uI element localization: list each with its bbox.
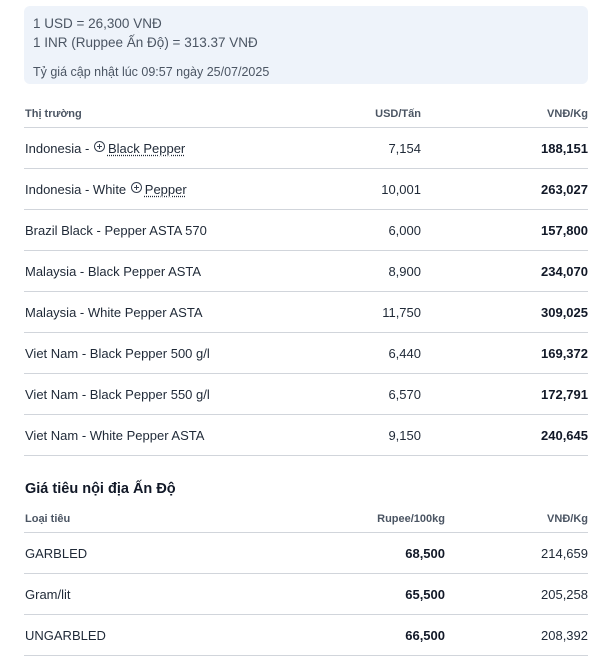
- header-rupee: Rupee/100kg: [324, 505, 445, 533]
- table-row: Gram/lit 65,500 205,258: [24, 573, 588, 615]
- table-row: Viet Nam - Black Pepper 500 g/l 6,440 169,…: [24, 332, 588, 374]
- inr-rate: 1 INR (Ruppee Ấn Độ) = 313.37 VNĐ: [33, 35, 258, 50]
- india-section-title: Giá tiêu nội địa Ấn Độ: [25, 481, 176, 497]
- header-market: Thị trường: [24, 100, 324, 128]
- pepper-type: Gram/lit: [24, 573, 324, 615]
- table-header-row: Thị trường USD/Tấn VNĐ/Kg: [24, 100, 588, 128]
- table-row: Malaysia - White Pepper ASTA 11,750 309,02…: [24, 291, 588, 333]
- header-vnd: VNĐ/Kg: [421, 100, 588, 128]
- header-type: Loại tiêu: [24, 505, 324, 533]
- usd-price: 6,440: [324, 332, 421, 374]
- usd-price: 7,154: [324, 127, 421, 169]
- usd-price: 9,150: [324, 414, 421, 456]
- india-price-table: Loại tiêu Rupee/100kg VNĐ/Kg GARBLED 68,5…: [24, 505, 588, 656]
- market-name: Malaysia - White Pepper ASTA: [24, 291, 324, 333]
- market-label: Viet Nam - Black Pepper 550 g/l: [25, 386, 210, 402]
- market-label: Malaysia - Black Pepper ASTA: [25, 263, 202, 279]
- pepper-type: GARBLED: [24, 532, 324, 574]
- table-row: Brazil Black - Pepper ASTA 570 6,000 157,8…: [24, 209, 588, 251]
- market-label: Malaysia - White Pepper ASTA: [25, 304, 203, 320]
- market-label: Viet Nam - Black Pepper 500 g/l: [25, 345, 210, 361]
- vnd-price: 309,025: [421, 291, 588, 333]
- vnd-price: 188,151: [421, 127, 588, 169]
- rupee-price: 68,500: [324, 532, 445, 574]
- term-link[interactable]: Black Pepper: [107, 140, 186, 156]
- rupee-price: 65,500: [324, 573, 445, 615]
- table-row: Indonesia - White Pepper 10,001 263,027: [24, 168, 588, 210]
- usd-price: 6,000: [324, 209, 421, 251]
- vnd-price: 208,392: [445, 614, 588, 656]
- rate-updated-time: Tỷ giá cập nhật lúc 09:57 ngày 25/07/202…: [33, 65, 270, 79]
- market-name: Malaysia - Black Pepper ASTA: [24, 250, 324, 292]
- exchange-rate-box: 1 USD = 26,300 VNĐ 1 INR (Ruppee Ấn Độ) …: [24, 6, 588, 84]
- rupee-price: 66,500: [324, 614, 445, 656]
- market-label: Indonesia -: [25, 140, 93, 156]
- world-market-table: Thị trường USD/Tấn VNĐ/Kg Indonesia - Bl…: [24, 100, 588, 456]
- header-vnd: VNĐ/Kg: [445, 505, 588, 533]
- market-name: Viet Nam - White Pepper ASTA: [24, 414, 324, 456]
- table-row: GARBLED 68,500 214,659: [24, 532, 588, 574]
- vnd-price: 169,372: [421, 332, 588, 374]
- usd-price: 11,750: [324, 291, 421, 333]
- market-name: Viet Nam - Black Pepper 550 g/l: [24, 373, 324, 415]
- vnd-price: 205,258: [445, 573, 588, 615]
- table-row: UNGARBLED 66,500 208,392: [24, 614, 588, 656]
- table-row: Viet Nam - Black Pepper 550 g/l 6,570 172,…: [24, 373, 588, 415]
- market-name: Brazil Black - Pepper ASTA 570: [24, 209, 324, 251]
- vnd-price: 263,027: [421, 168, 588, 210]
- table-row: Indonesia - Black Pepper 7,154 188,151: [24, 127, 588, 169]
- header-usd: USD/Tấn: [324, 100, 421, 128]
- market-label: Indonesia - White: [25, 181, 130, 197]
- table-header-row: Loại tiêu Rupee/100kg VNĐ/Kg: [24, 505, 588, 533]
- plus-circle-icon[interactable]: [130, 181, 142, 193]
- vnd-price: 214,659: [445, 532, 588, 574]
- vnd-price: 172,791: [421, 373, 588, 415]
- market-name: Viet Nam - Black Pepper 500 g/l: [24, 332, 324, 374]
- table-row: Malaysia - Black Pepper ASTA 8,900 234,070: [24, 250, 588, 292]
- market-name: Indonesia - Black Pepper: [24, 127, 324, 169]
- usd-price: 10,001: [324, 168, 421, 210]
- term-link[interactable]: Pepper: [144, 181, 187, 197]
- vnd-price: 234,070: [421, 250, 588, 292]
- usd-price: 6,570: [324, 373, 421, 415]
- usd-rate: 1 USD = 26,300 VNĐ: [33, 16, 162, 31]
- market-name: Indonesia - White Pepper: [24, 168, 324, 210]
- market-label: Viet Nam - White Pepper ASTA: [25, 427, 205, 443]
- plus-circle-icon[interactable]: [93, 140, 105, 152]
- usd-price: 8,900: [324, 250, 421, 292]
- pepper-type: UNGARBLED: [24, 614, 324, 656]
- table-row: Viet Nam - White Pepper ASTA 9,150 240,645: [24, 414, 588, 456]
- market-label: Brazil Black - Pepper ASTA 570: [25, 222, 207, 238]
- vnd-price: 157,800: [421, 209, 588, 251]
- vnd-price: 240,645: [421, 414, 588, 456]
